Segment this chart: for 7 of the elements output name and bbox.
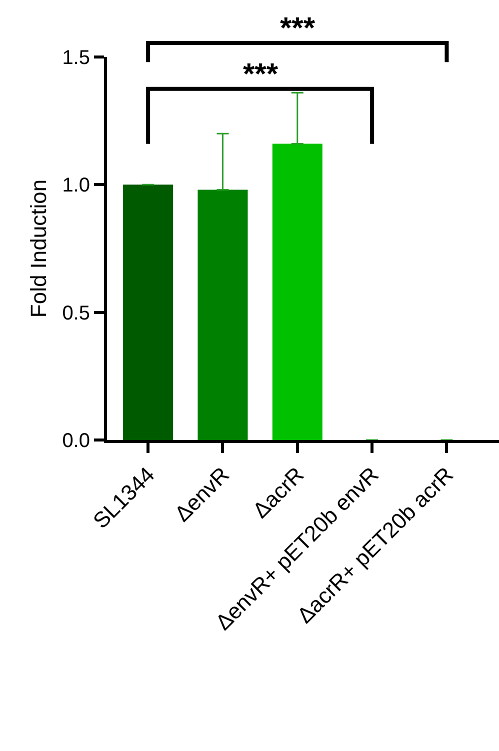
- y-axis-title: Fold Induction: [26, 179, 51, 318]
- y-tick-label: 0.5: [62, 302, 90, 324]
- text: ***: [280, 12, 316, 45]
- y-tick-label: 1.0: [62, 174, 90, 197]
- y-tick-label: 1.5: [62, 47, 90, 69]
- annotation: ***: [243, 58, 278, 91]
- y-tick-label: 0.0: [62, 430, 90, 452]
